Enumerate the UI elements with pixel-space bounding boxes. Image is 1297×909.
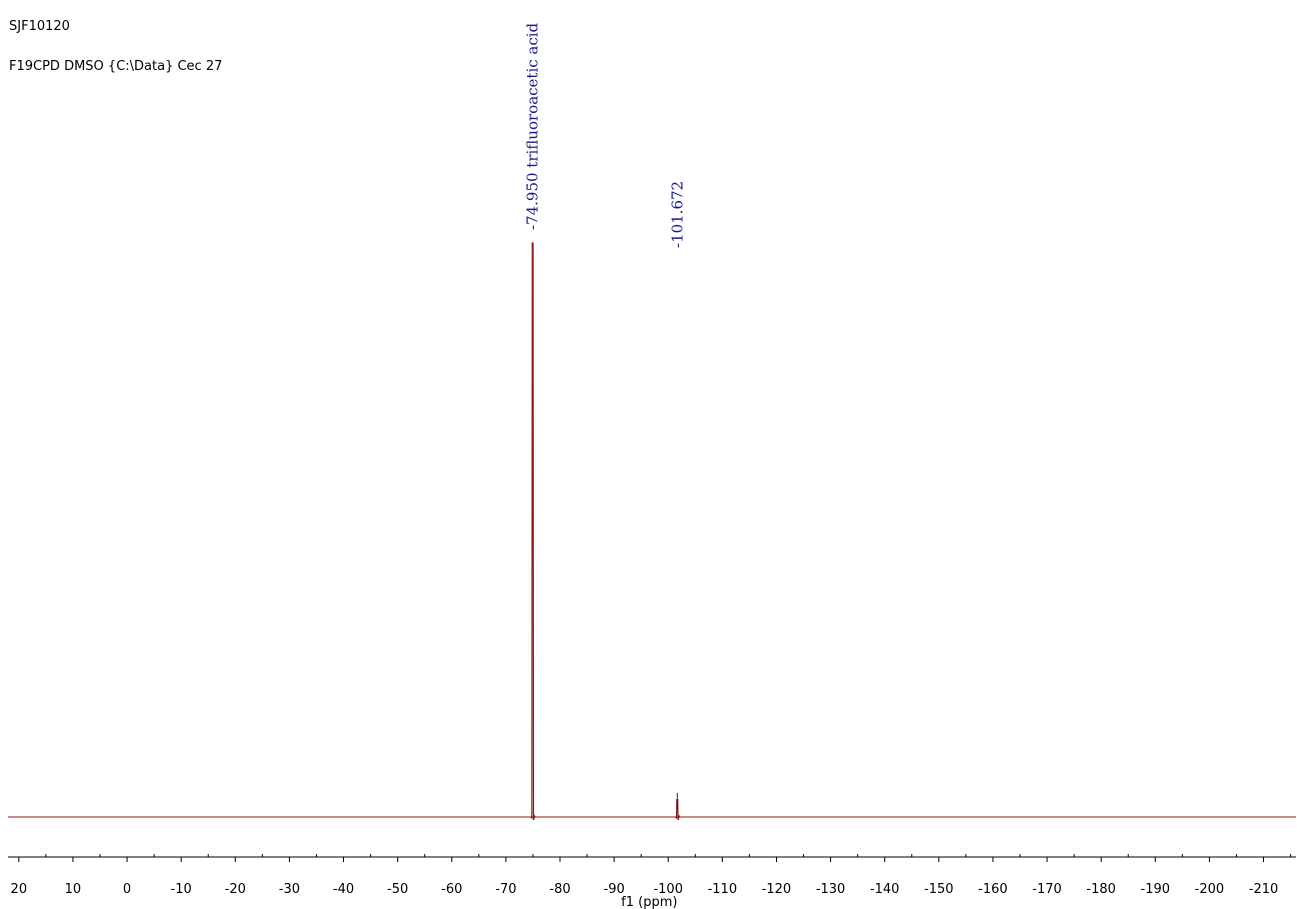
x-tick-label: -190: [1141, 882, 1171, 897]
x-axis: 20 10 0 -10 -20 -30 -40 -50 -60 -70 -80 -90 -100 -110…: [8, 854, 1296, 897]
x-tick-label: -120: [762, 882, 792, 897]
peak-labels: -74.950 trifluoroacetic acid -101.672: [524, 22, 687, 248]
x-tick-label: -180: [1086, 882, 1116, 897]
peak-label: -74.950 trifluoroacetic acid: [524, 22, 542, 230]
x-tick-label: -60: [441, 882, 462, 897]
x-tick-label: -170: [1032, 882, 1062, 897]
plot-area: [8, 242, 1296, 821]
x-tick-label: -150: [924, 882, 954, 897]
x-tick-label: -50: [387, 882, 408, 897]
x-tick-label: 20: [11, 882, 28, 897]
x-tick-label: -90: [604, 882, 625, 897]
x-tick-label: -160: [978, 882, 1008, 897]
x-tick-label: 0: [123, 882, 131, 897]
x-tick-label: -110: [708, 882, 738, 897]
x-tick-label: -140: [870, 882, 900, 897]
x-tick-label: -200: [1195, 882, 1225, 897]
x-tick-label: -30: [279, 882, 300, 897]
x-tick-label: -10: [171, 882, 192, 897]
experiment-info: F19CPD DMSO {C:\Data} Cec 27: [9, 59, 223, 74]
x-tick-label: -130: [816, 882, 846, 897]
x-axis-title: f1 (ppm): [621, 895, 677, 909]
x-tick-label: -40: [333, 882, 354, 897]
x-tick-label: 10: [65, 882, 82, 897]
spectrum-peak: [530, 242, 536, 821]
x-tick-label: -100: [653, 882, 683, 897]
x-tick-label: -80: [549, 882, 570, 897]
peak-label: -101.672: [668, 181, 686, 248]
x-tick-label: -210: [1249, 882, 1279, 897]
x-tick-label: -70: [495, 882, 516, 897]
sample-id: SJF10120: [9, 19, 70, 34]
x-tick-label: -20: [225, 882, 246, 897]
